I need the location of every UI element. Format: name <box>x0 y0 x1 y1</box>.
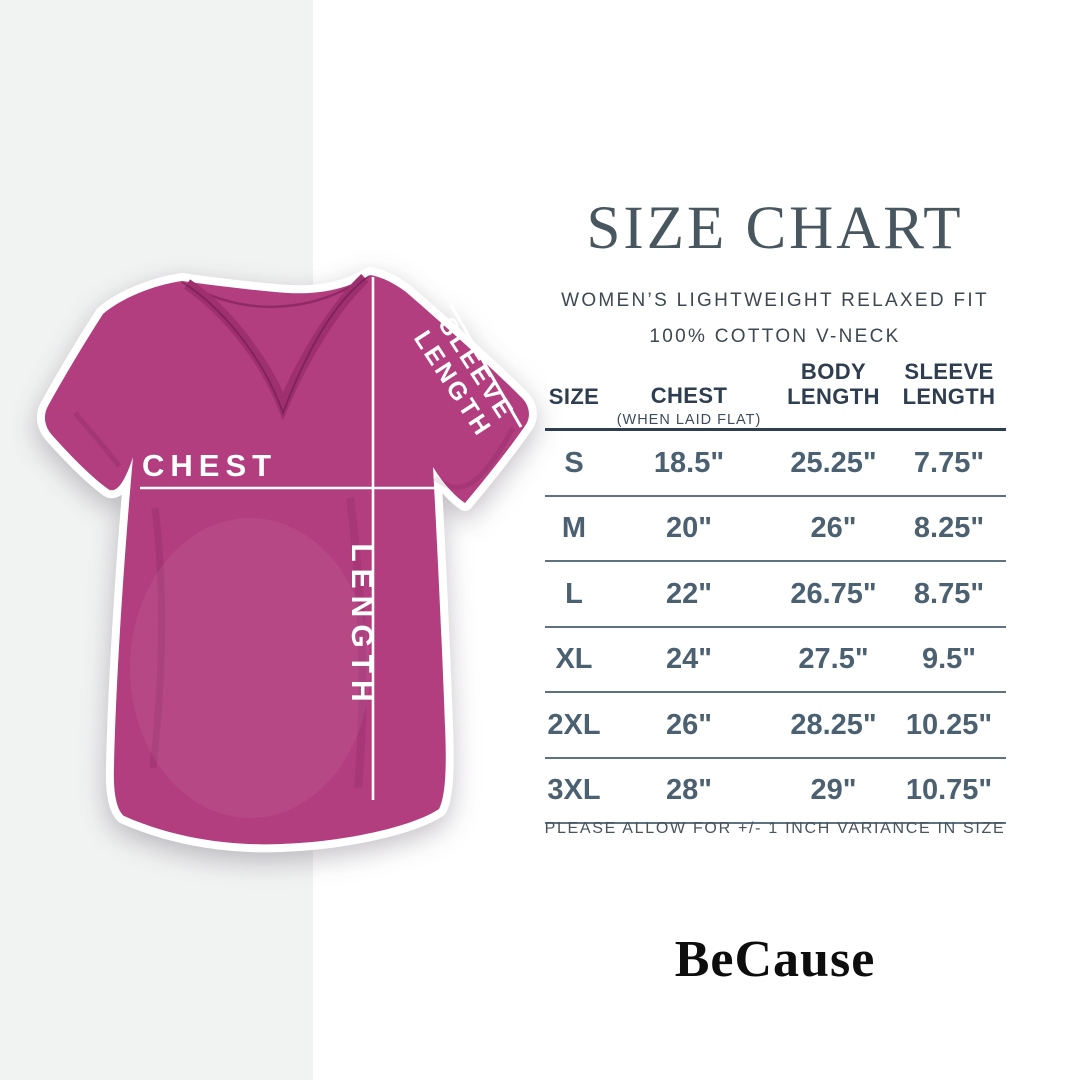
fold-shading <box>73 411 122 468</box>
table-cell: M <box>561 512 587 544</box>
table-row: 3XL 28" 29" 10.75" <box>545 759 1006 825</box>
vneck-collar-band <box>183 273 369 421</box>
page-title: SIZE CHART <box>586 195 964 262</box>
table-cell: 18.5" <box>653 446 725 479</box>
table-cell: 24" <box>665 643 712 675</box>
column-header: SIZE <box>548 383 600 409</box>
sleeve-measure-line <box>449 304 523 428</box>
table-cell: 26.75" <box>790 577 877 610</box>
table-cell: XL <box>555 643 593 675</box>
table-cell: 3XL <box>547 774 601 806</box>
length-measure-label: LENGTH <box>345 543 378 708</box>
table-row: L 22" 26.75" 8.75" <box>545 562 1006 628</box>
tshirt-body <box>44 275 529 845</box>
table-cell: 29" <box>810 774 857 806</box>
fold-shading <box>433 426 516 490</box>
column-subheader: (WHEN LAID FLAT) <box>616 412 762 429</box>
table-row: 2XL 26" 28.25" 10.25" <box>545 693 1006 759</box>
size-table: SIZE CHEST (WHEN LAID FLAT) BODY LENGTH SLEE… <box>545 359 1006 825</box>
table-cell: 26" <box>665 708 712 741</box>
table-row: S 18.5" 25.25" 7.75" <box>545 431 1006 497</box>
size-table-body: S 18.5" 25.25" 7.75" M 20" 26" 8.25" L 22" 26.75" 8… <box>545 431 1006 825</box>
table-row: M 20" 26" 8.25" <box>545 497 1006 563</box>
fabric-highlight <box>130 518 370 818</box>
table-cell: 20" <box>665 512 712 544</box>
column-header: SLEEVE LENGTH <box>902 359 996 409</box>
table-cell: 7.75" <box>913 446 985 479</box>
table-cell: 28.25" <box>790 708 877 741</box>
table-row: XL 24" 27.5" 9.5" <box>545 628 1006 694</box>
table-cell: 10.25" <box>905 708 993 741</box>
size-table-header: SIZE CHEST (WHEN LAID FLAT) BODY LENGTH SLEE… <box>545 359 1006 432</box>
table-cell: 8.75" <box>913 577 985 610</box>
table-cell: 28" <box>665 774 712 806</box>
table-cell: S <box>564 446 584 479</box>
column-header: BODY LENGTH <box>787 359 880 409</box>
table-cell: 22" <box>665 577 712 610</box>
brand-logo: BeCause <box>674 931 876 988</box>
table-cell: 25.25" <box>790 446 877 479</box>
chest-measure-label: CHEST <box>142 448 277 483</box>
subtitle-line-2: 100% COTTON V-NECK <box>649 326 901 347</box>
table-cell: 2XL <box>547 708 601 741</box>
table-cell: 10.75" <box>905 774 993 806</box>
variance-note: PLEASE ALLOW FOR +/- 1 INCH VARIANCE IN … <box>544 820 1006 837</box>
table-cell: 26" <box>810 512 857 544</box>
vneck-collar-edge <box>181 275 370 416</box>
info-column: SIZE CHART WOMEN’S LIGHTWEIGHT RELAXED F… <box>540 0 1010 1080</box>
column-header: CHEST (WHEN LAID FLAT) <box>603 384 775 428</box>
table-cell: 9.5" <box>921 643 977 675</box>
table-cell: 27.5" <box>798 643 869 675</box>
table-cell: 8.25" <box>913 512 985 544</box>
fold-shading <box>346 497 367 789</box>
table-cell: L <box>565 577 583 610</box>
subtitle-line-1: WOMEN’S LIGHTWEIGHT RELAXED FIT <box>561 290 989 311</box>
tshirt-illustration: CHEST LENGTH SLEEVE LENGTH <box>15 248 540 853</box>
fold-shading <box>149 507 166 769</box>
